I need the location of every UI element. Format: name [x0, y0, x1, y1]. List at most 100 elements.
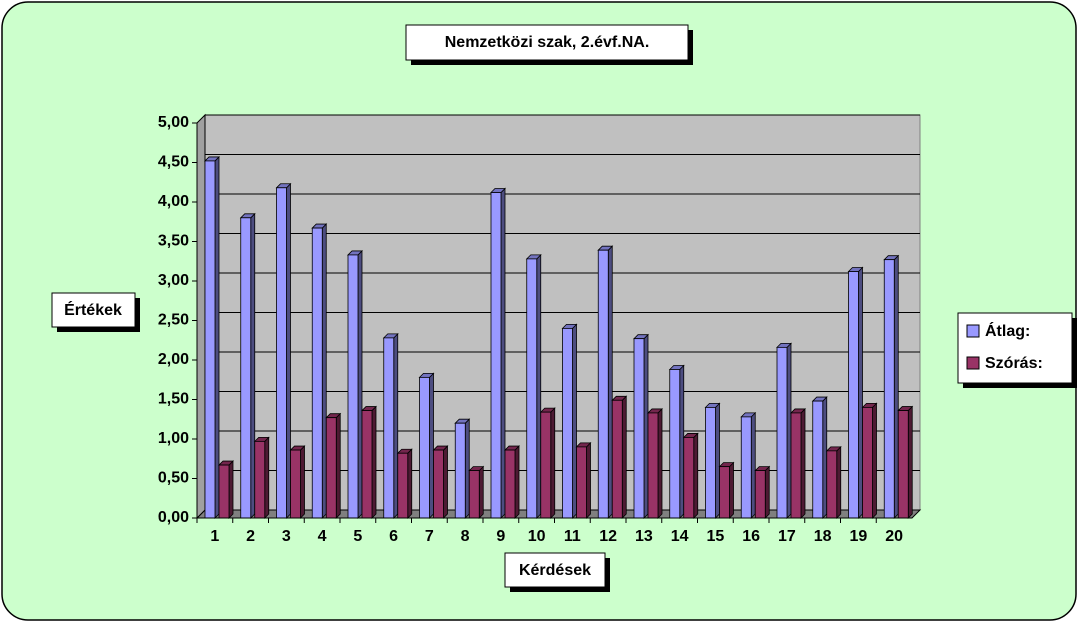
bar-side	[393, 332, 399, 519]
bar-front	[633, 338, 645, 519]
y-tick-label: 3,50	[158, 233, 189, 250]
bar-front	[562, 327, 573, 519]
bar	[239, 212, 256, 519]
bars	[204, 155, 914, 519]
bar-side	[893, 254, 899, 519]
bar-front	[325, 417, 337, 519]
bar-front	[719, 466, 730, 519]
bar-front	[669, 369, 681, 519]
x-tick-label: 14	[671, 528, 689, 545]
bar-side	[500, 187, 506, 519]
bar-front	[347, 254, 359, 519]
bar-side	[371, 405, 377, 519]
x-tick-label: 18	[814, 528, 832, 545]
bar-side	[786, 342, 792, 519]
bar-side	[572, 323, 577, 519]
bar	[490, 187, 506, 519]
bar	[418, 372, 435, 519]
bar-front	[218, 464, 230, 519]
bar	[253, 436, 270, 519]
bar-front	[526, 258, 538, 519]
bar-front	[361, 410, 373, 519]
bar	[611, 395, 628, 519]
bar-front	[883, 259, 895, 519]
bar-side	[228, 460, 234, 519]
bar-front	[848, 271, 859, 519]
x-tick-label: 16	[742, 528, 760, 545]
bar-side	[214, 155, 220, 519]
bar	[504, 445, 520, 519]
bar	[668, 364, 685, 519]
legend-label: Átlag:	[985, 321, 1030, 340]
bar	[382, 332, 399, 519]
bar-side	[407, 448, 413, 519]
bar-side	[822, 396, 828, 519]
bar	[311, 223, 328, 519]
bar-front	[862, 406, 873, 519]
y-tick-label: 2,00	[158, 351, 189, 368]
bar-side	[657, 407, 663, 519]
plot-floor	[195, 509, 922, 519]
bar-side	[693, 432, 699, 519]
bar	[647, 407, 663, 519]
bar-front	[647, 412, 659, 519]
bar-side	[478, 465, 484, 519]
x-tick-label: 20	[885, 528, 903, 545]
bar-front	[454, 422, 466, 519]
bar	[754, 465, 771, 519]
bar-front	[683, 437, 695, 519]
bar	[682, 432, 699, 519]
y-tick-label: 1,00	[158, 430, 189, 447]
bar-front	[254, 440, 266, 519]
plot-side	[196, 113, 206, 520]
bar	[468, 465, 485, 519]
bar	[218, 460, 234, 519]
bar	[790, 407, 806, 519]
bar-front	[397, 452, 409, 519]
bar-side	[800, 407, 806, 519]
bar-side	[550, 407, 556, 519]
bar-front	[897, 410, 909, 519]
y-tick-label: 4,50	[158, 154, 189, 171]
bar-front	[383, 337, 395, 519]
bar-side	[729, 461, 734, 519]
bar-side	[872, 402, 877, 519]
bar-side	[907, 405, 913, 519]
x-tick-label: 10	[528, 528, 546, 545]
x-tick-label: 1	[210, 528, 219, 545]
bar	[825, 445, 842, 519]
bar-side	[357, 249, 363, 519]
bar	[883, 254, 900, 519]
bar-front	[490, 192, 502, 519]
bar	[325, 412, 342, 519]
bar	[539, 407, 556, 519]
bar-side	[621, 395, 627, 519]
bar-side	[750, 411, 756, 519]
bar	[204, 155, 220, 519]
bar-side	[858, 266, 863, 519]
x-tick-label: 15	[706, 528, 724, 545]
legend-swatch	[966, 324, 980, 338]
bar-front	[740, 416, 752, 519]
x-tick-label: 11	[564, 528, 581, 545]
x-tick-label: 9	[496, 528, 505, 545]
y-label-box	[51, 292, 136, 328]
bar-front	[597, 249, 609, 519]
bar-front	[790, 412, 802, 519]
bar-side	[514, 445, 520, 519]
legend-swatch	[966, 356, 980, 370]
bar	[776, 342, 792, 519]
bar-front	[204, 160, 216, 519]
chart-title: Nemzetközi szak, 2.évf.NA.	[445, 34, 650, 51]
bar-side	[335, 412, 341, 519]
bar	[575, 441, 592, 519]
bar	[289, 445, 306, 519]
bar-front	[468, 470, 480, 519]
bar-front	[311, 227, 323, 519]
bar-front	[433, 449, 444, 519]
x-tick-label: 3	[282, 528, 291, 545]
bar-front	[240, 217, 252, 519]
bar-front	[276, 187, 287, 519]
y-tick-label: 0,00	[158, 509, 189, 526]
